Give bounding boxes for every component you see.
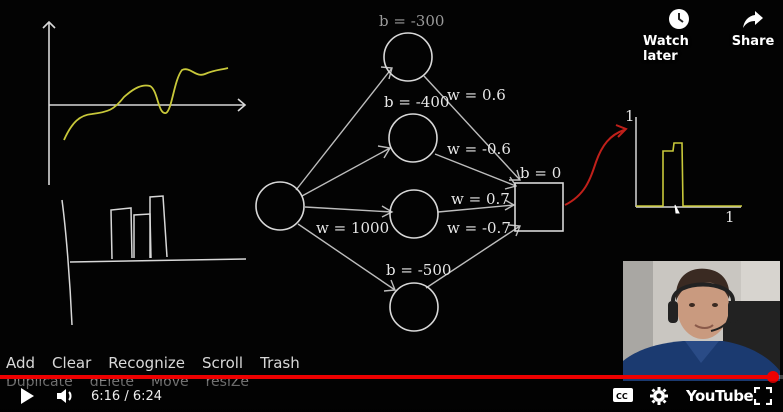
axis-tick-x: 1 (725, 208, 735, 226)
time-total: 6:24 (132, 389, 163, 404)
clock-icon (669, 9, 689, 29)
network-nodes (255, 32, 564, 332)
volume-button[interactable] (56, 387, 76, 405)
bias-label-4: b = -500 (386, 261, 451, 279)
youtube-logo[interactable]: YouTube (686, 387, 754, 405)
left-bar-plot (61, 195, 247, 326)
network-labels: b = -300 b = -400 b = 0 b = -500 w = 0.6… (316, 12, 561, 279)
tool-trash[interactable]: Trash (260, 354, 300, 372)
gear-icon (650, 387, 668, 405)
captions-button[interactable]: CC (612, 387, 634, 403)
tool-add[interactable]: Add (6, 354, 36, 372)
volume-icon (57, 389, 72, 403)
output-plot (635, 117, 741, 208)
fullscreen-button[interactable] (754, 387, 772, 405)
tool-clear[interactable]: Clear (52, 354, 92, 372)
bias-label-2: b = -400 (384, 93, 449, 111)
watch-later-label: Watch later (643, 34, 689, 64)
weight-label-5: w = 1000 (316, 219, 389, 237)
player-controls: 6:16 / 6:24 CC YouTube (0, 381, 783, 412)
share-button[interactable]: Share (732, 8, 774, 49)
weight-label-2: w = -0.6 (447, 140, 511, 158)
presenter-image (623, 261, 780, 381)
share-label: Share (731, 34, 775, 49)
watch-later-button[interactable]: Watch later (643, 8, 715, 64)
share-arrow-icon (743, 11, 763, 28)
axis-tick-y: 1 (625, 107, 635, 125)
bias-label-1: b = -300 (379, 12, 444, 30)
time-current: 6:16 (91, 389, 121, 404)
cc-icon: CC (613, 388, 633, 402)
play-button[interactable] (18, 387, 36, 405)
yellow-curve (63, 67, 229, 141)
progress-fill (0, 375, 773, 379)
network-edges (295, 66, 521, 292)
tool-scroll[interactable]: Scroll (201, 354, 244, 372)
weight-label-4: w = -0.7 (447, 219, 511, 237)
left-line-plot (42, 20, 247, 185)
time-display: 6:16 / 6:24 (91, 389, 162, 404)
fullscreen-icon (754, 387, 772, 405)
tool-row-primary: Add Clear Recognize Scroll Trash (6, 354, 317, 372)
time-separator: / (124, 389, 129, 404)
red-arrow (564, 129, 625, 206)
weight-label-1: w = 0.6 (447, 86, 506, 104)
progress-bar[interactable] (0, 371, 783, 383)
weight-label-3: w = 0.7 (451, 190, 510, 208)
webcam-overlay (623, 261, 780, 381)
svg-text:CC: CC (616, 392, 628, 401)
tool-recognize[interactable]: Recognize (108, 354, 185, 372)
mouse-cursor (674, 204, 680, 214)
play-icon (21, 388, 34, 404)
scrubber-handle[interactable] (766, 371, 779, 383)
settings-button[interactable] (650, 387, 668, 405)
output-curve (636, 142, 742, 207)
bias-label-3: b = 0 (520, 164, 561, 182)
